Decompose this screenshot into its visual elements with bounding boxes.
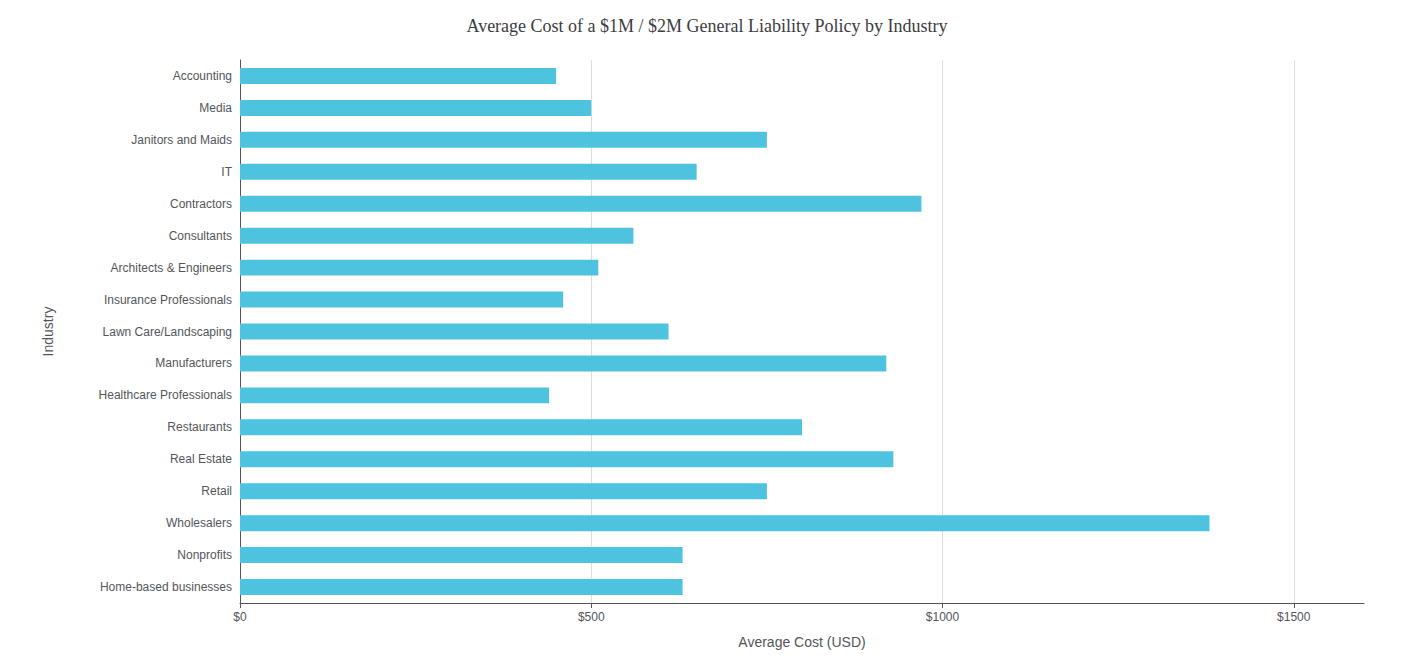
svg-text:Media: Media xyxy=(199,101,232,115)
svg-text:Accounting: Accounting xyxy=(173,69,232,83)
svg-text:Average Cost (USD): Average Cost (USD) xyxy=(738,634,865,650)
svg-text:$500: $500 xyxy=(578,610,605,624)
svg-text:Consultants: Consultants xyxy=(169,229,232,243)
svg-text:Janitors and Maids: Janitors and Maids xyxy=(131,133,232,147)
svg-text:Lawn Care/Landscaping: Lawn Care/Landscaping xyxy=(103,325,232,339)
svg-text:Architects & Engineers: Architects & Engineers xyxy=(111,261,232,275)
svg-text:Nonprofits: Nonprofits xyxy=(177,548,232,562)
svg-text:Wholesalers: Wholesalers xyxy=(166,516,232,530)
svg-text:Insurance Professionals: Insurance Professionals xyxy=(104,293,232,307)
svg-text:Manufacturers: Manufacturers xyxy=(155,356,232,370)
svg-text:$0: $0 xyxy=(233,610,247,624)
svg-text:IT: IT xyxy=(221,165,232,179)
svg-text:$1000: $1000 xyxy=(926,610,960,624)
svg-text:Industry: Industry xyxy=(40,307,56,357)
svg-text:Healthcare Professionals: Healthcare Professionals xyxy=(99,388,232,402)
svg-text:Retail: Retail xyxy=(201,484,232,498)
svg-text:$1500: $1500 xyxy=(1277,610,1311,624)
svg-text:Real Estate: Real Estate xyxy=(170,452,232,466)
svg-text:Contractors: Contractors xyxy=(170,197,232,211)
svg-text:Restaurants: Restaurants xyxy=(167,420,232,434)
svg-text:Average Cost of a $1M / $2M Ge: Average Cost of a $1M / $2M General Liab… xyxy=(466,16,947,36)
svg-text:Home-based businesses: Home-based businesses xyxy=(100,580,232,594)
